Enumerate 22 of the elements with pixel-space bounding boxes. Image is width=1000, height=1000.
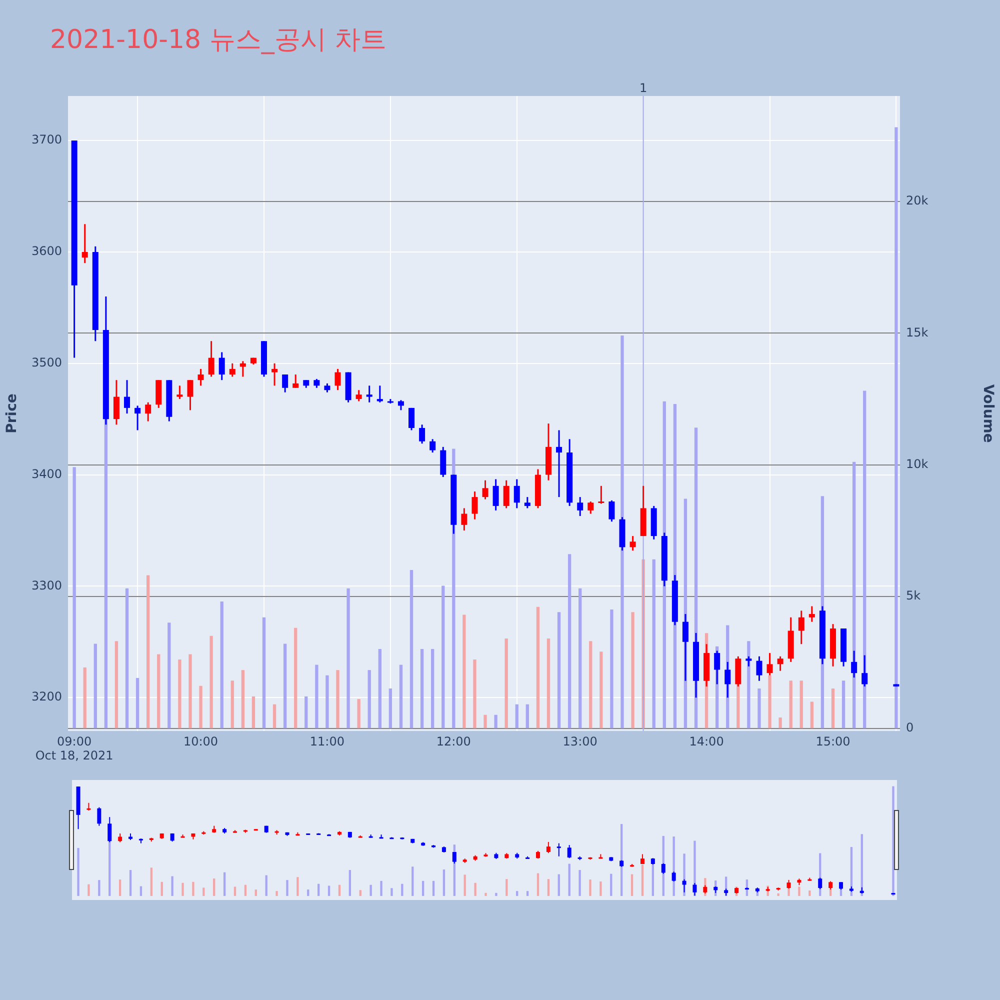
annotation: 1 — [640, 81, 648, 96]
y-tick-label: 3600 — [31, 244, 62, 258]
y2-tick-label: 15k — [906, 325, 928, 340]
y-tick-label: 3400 — [31, 466, 62, 481]
y-tick-label: 3700 — [31, 132, 62, 147]
chart-title: 2021-10-18 뉴스_공시 차트 — [50, 24, 387, 57]
y-tick-label: 3500 — [31, 355, 62, 370]
x-tick-label: 10:00 — [183, 734, 218, 748]
y2-axis-title: Volume — [980, 384, 996, 443]
y-tick-label: 3200 — [31, 690, 62, 704]
x-tick-label: 09:00 Oct 18, 2021 — [35, 734, 114, 763]
y-tick-label: 3300 — [31, 578, 62, 592]
x-tick-label: 12:00 — [436, 734, 471, 748]
y-axis-title: Price — [4, 394, 20, 434]
x-tick-label: 15:00 — [816, 734, 850, 748]
y2-tick-label: 5k — [906, 588, 921, 603]
x-tick-label: 13:00 — [562, 734, 598, 748]
y2-tick-label: 20k — [906, 194, 928, 208]
y2-tick-label: 10k — [906, 457, 928, 472]
x-tick-label: 14:00 — [689, 734, 724, 748]
x-tick-label: 11:00 — [310, 734, 345, 748]
y2-tick-label: 0 — [906, 720, 914, 734]
